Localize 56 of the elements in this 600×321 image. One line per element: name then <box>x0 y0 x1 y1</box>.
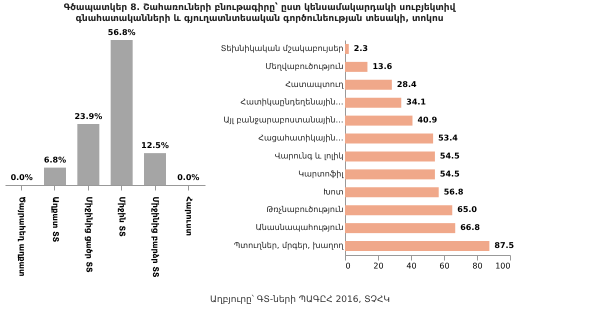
x-tick-label: 40 <box>406 262 417 270</box>
bar <box>345 151 435 162</box>
data-label: 56.8 <box>444 187 464 196</box>
y-tick-label: Այլ բանջարաբոստանային… <box>223 116 344 125</box>
data-label: 53.4 <box>438 134 458 143</box>
bar <box>345 187 439 198</box>
y-tick-label: Վարունգ և լոլիկ <box>274 151 344 160</box>
x-tick-label: Աղքատ ՏՏ <box>51 196 60 243</box>
y-tick-label: Պտուղներ, մրգեր, խաղող <box>234 241 344 250</box>
data-label: 6.8% <box>44 156 66 165</box>
y-tick-label: Հատիկաընդեղենային… <box>240 98 344 107</box>
y-tick-label: Հատապտուղ <box>285 80 344 89</box>
x-tick-label: Հարուստ <box>184 196 194 236</box>
y-tick-label: Կարտոֆիլ <box>298 169 344 178</box>
x-tick-label: Ծայրահեղ աղքատ <box>18 196 27 276</box>
y-tick-label: Մեղվաբուծություն <box>265 62 344 71</box>
bar <box>345 62 368 72</box>
data-label: 87.5 <box>494 241 515 250</box>
bar <box>345 223 456 234</box>
y-tick-label: Տեխնիկական մշակաբույսեր <box>220 44 344 53</box>
bar <box>345 169 435 180</box>
bar <box>345 116 412 126</box>
y-tick-label: Հացահատիկային… <box>258 134 344 143</box>
data-label: 34.1 <box>406 98 426 107</box>
data-label: 0.0% <box>10 173 33 182</box>
bar <box>345 205 452 216</box>
data-label: 28.4 <box>396 80 418 89</box>
x-tick-label: 20 <box>373 262 384 270</box>
bar <box>345 98 402 108</box>
data-label: 56.8% <box>108 28 136 37</box>
text: Աղբյուրը՝ ԳՏ-ների ՊԱԳԸՀ 2016, ՏՉՀԿ <box>208 295 391 305</box>
x-tick-label: Միջին ՏՏ <box>118 196 127 238</box>
x-tick-label: Միջինից ցածր ՏՏ <box>84 196 94 274</box>
x-tick-label: 80 <box>472 262 483 270</box>
y-tick-label: Անասնապահություն <box>256 223 344 232</box>
bar <box>345 80 392 90</box>
x-tick-label: Միջինից բարձր ՏՏ <box>151 196 160 278</box>
data-label: 2.3 <box>354 44 368 53</box>
bar <box>345 134 434 144</box>
x-tick-label: 0 <box>346 262 351 270</box>
data-label: 13.6 <box>372 62 393 71</box>
data-label: 65.0 <box>457 205 478 214</box>
data-label: 40.9 <box>417 116 438 125</box>
bar <box>345 44 349 54</box>
text: Գծապատկեր 8. Շահառուների բնութագիրը՝ ըստ կենսամակարդակի սուբյեկտիվ գնահատականների և գյուղատնտեսական գործունեության տեսակի, տոկոս <box>64 2 457 24</box>
y-tick-label: Խոտ <box>323 187 344 196</box>
bar <box>345 241 490 252</box>
y-tick-label: Թռչնաբուծություն <box>266 205 344 214</box>
data-label: 0.0% <box>177 173 200 182</box>
data-label: 66.8 <box>460 223 480 232</box>
x-tick-label: 60 <box>439 262 450 270</box>
data-label: 23.9% <box>74 112 102 121</box>
x-tick-label: 100 <box>495 262 510 270</box>
data-label: 54.5 <box>440 169 460 178</box>
data-label: 12.5% <box>141 141 169 150</box>
data-label: 54.5 <box>440 151 460 160</box>
